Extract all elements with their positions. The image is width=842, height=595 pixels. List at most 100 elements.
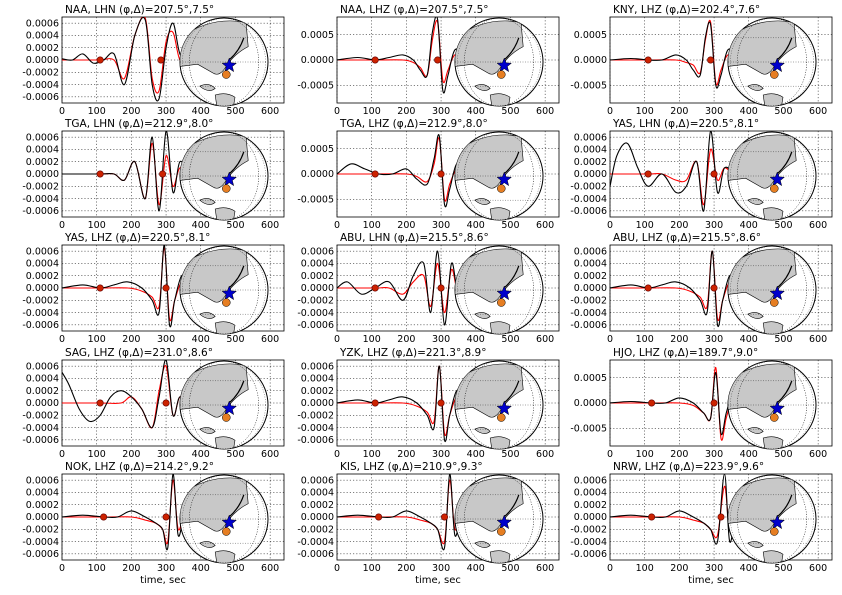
y-tick-label: 0.0004 (26, 145, 59, 156)
y-tick-label: 0.0002 (26, 500, 59, 511)
x-tick-label: 500 (501, 449, 519, 460)
synthetic-trace (337, 19, 487, 84)
x-tick-label: 500 (501, 220, 519, 231)
phase-marker (375, 513, 383, 521)
y-tick-label: 0.0004 (301, 259, 334, 270)
x-tick-label: 0 (59, 220, 65, 231)
subplot-naa-lhz: 0 100 200 300 400 500 600 0.0005 0.0000 -0.0005 NA… (297, 4, 560, 117)
event-star-icon (496, 514, 513, 530)
x-tick-label: 100 (88, 106, 106, 117)
y-tick-label: 0.0006 (26, 18, 59, 29)
subplot-abu-lhz: 0 100 200 300 400 500 600 0.0006 0.00040.00020.0… (570, 232, 833, 345)
x-tick-label: 400 (467, 334, 485, 345)
subplot-tga-lhn: 0 100 200 300 400 500 600 0.0006 0.00040.00020.0… (22, 118, 285, 231)
y-tick-label: 0.0002 (301, 271, 334, 282)
phase-marker (707, 56, 715, 64)
y-tick-label: -0.0006 (297, 435, 334, 446)
x-axis-label: time, sec (688, 575, 734, 586)
y-tick-label: -0.0002 (22, 181, 59, 192)
y-tick-label: -0.0004 (570, 537, 607, 548)
y-tick-label: 0.0006 (26, 132, 59, 143)
x-tick-label: 100 (363, 106, 381, 117)
phase-marker (371, 56, 379, 64)
australia-landmass (762, 93, 784, 106)
x-tick-label: 300 (157, 563, 175, 574)
x-tick-label: 100 (363, 334, 381, 345)
x-tick-label: 300 (157, 449, 175, 460)
globe-land (180, 18, 268, 106)
phase-marker (96, 170, 104, 178)
y-tick-label: -0.0002 (297, 410, 334, 421)
x-tick-label: 0 (59, 334, 65, 345)
y-tick-label: 0.0004 (26, 259, 59, 270)
x-tick-label: 200 (122, 334, 140, 345)
x-tick-label: 600 (809, 220, 827, 231)
phase-marker (162, 284, 170, 292)
x-tick-label: 300 (705, 334, 723, 345)
meridian (464, 246, 534, 334)
island-landmass (199, 84, 216, 91)
subplot-sag-lhz: 0 100 200 300 400 500 600 0.0006 0.00040.00020.0… (22, 347, 285, 460)
globe-land (728, 18, 816, 106)
australia-landmass (762, 550, 784, 563)
subplot-hjo-lhz: 0 100 200 300 400 500 600 0.0005 0.0000 -0.0005 HJ… (570, 347, 833, 460)
x-tick-label: 500 (226, 334, 244, 345)
y-tick-label: -0.0004 (297, 537, 334, 548)
x-tick-label: 400 (192, 220, 210, 231)
x-tick-label: 600 (261, 334, 279, 345)
subplot-title: YAS, LHZ (φ,Δ)=220.5°,8.1° (64, 232, 210, 244)
globe-land (455, 132, 543, 220)
meridian (737, 18, 807, 106)
y-tick-label: 0.0006 (26, 246, 59, 257)
y-tick-label: 0.0000 (574, 283, 607, 294)
australia-landmass (214, 207, 236, 220)
x-tick-label: 0 (59, 563, 65, 574)
globe-land (180, 361, 268, 449)
y-tick-label: 0.0002 (574, 157, 607, 168)
japan-arc (776, 151, 793, 175)
x-tick-label: 100 (636, 106, 654, 117)
y-tick-label: 0.0000 (26, 55, 59, 66)
phase-marker (162, 399, 170, 407)
x-tick-label: 600 (261, 106, 279, 117)
x-tick-label: 400 (740, 220, 758, 231)
globe-inset (727, 131, 817, 221)
x-tick-label: 300 (705, 449, 723, 460)
x-tick-label: 500 (226, 106, 244, 117)
y-tick-label: 0.0004 (574, 259, 607, 270)
x-tick-label: 200 (122, 563, 140, 574)
event-star-icon (496, 285, 513, 301)
x-tick-label: 200 (122, 449, 140, 460)
x-tick-label: 400 (467, 449, 485, 460)
x-tick-label: 100 (636, 334, 654, 345)
subplot-title: ABU, LHZ (φ,Δ)=215.5°,8.6° (613, 232, 761, 244)
japan-arc (503, 380, 520, 404)
x-tick-label: 600 (809, 449, 827, 460)
x-tick-label: 500 (226, 220, 244, 231)
x-tick-label: 500 (774, 563, 792, 574)
subplot-tga-lhz: 0 100 200 300 400 500 600 0.0005 0.0000 -0.0005 TG… (297, 118, 560, 231)
y-tick-label: 0.0006 (26, 361, 59, 372)
x-tick-label: 0 (607, 220, 613, 231)
x-tick-label: 600 (261, 449, 279, 460)
australia-landmass (762, 321, 784, 334)
x-tick-label: 400 (467, 220, 485, 231)
y-tick-label: -0.0006 (570, 206, 607, 217)
y-tick-label: 0.0002 (574, 271, 607, 282)
y-tick-label: 0.0000 (301, 398, 334, 409)
island-landmass (474, 427, 491, 434)
phase-marker (648, 399, 656, 407)
x-tick-label: 200 (397, 563, 415, 574)
y-tick-label: 0.0002 (26, 386, 59, 397)
y-tick-label: -0.0002 (297, 524, 334, 535)
globe-inset (454, 360, 544, 450)
x-tick-label: 0 (334, 449, 340, 460)
y-tick-label: 0.0004 (26, 31, 59, 42)
japan-arc (228, 265, 245, 289)
x-tick-label: 200 (670, 449, 688, 460)
y-tick-label: 0.0000 (26, 283, 59, 294)
australia-landmass (214, 93, 236, 106)
y-tick-label: 0.0000 (301, 55, 334, 66)
phase-marker (159, 170, 167, 178)
x-tick-label: 400 (192, 563, 210, 574)
